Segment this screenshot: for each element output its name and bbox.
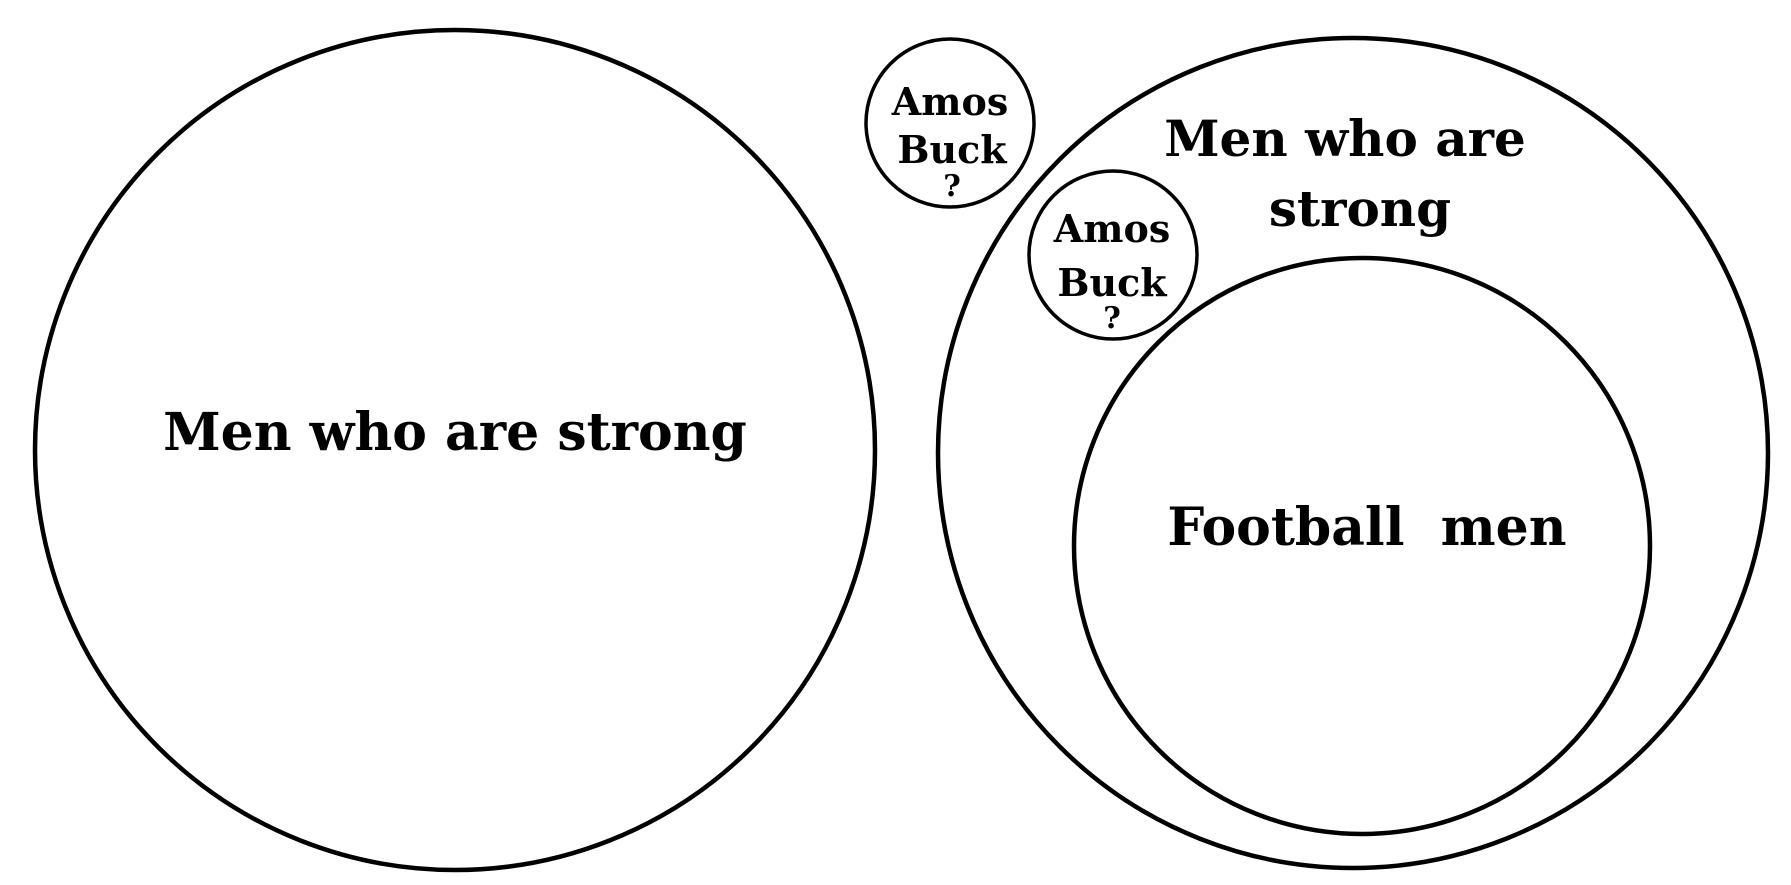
amos-buck-inside-line2: Buck bbox=[1057, 260, 1167, 305]
football-men-label: Football men bbox=[1167, 497, 1566, 558]
amos-buck-outside-line2: Buck bbox=[897, 127, 1007, 172]
football-men-circle bbox=[1071, 255, 1653, 837]
amos-buck-inside-mark: ? bbox=[1103, 301, 1121, 336]
right-diagram: Men who are strong Football men Amos Buc… bbox=[935, 35, 1771, 871]
amos-buck-inside-circle bbox=[1027, 169, 1199, 341]
strong-men-circle-left bbox=[32, 27, 878, 873]
amos-buck-outside-mark: ? bbox=[943, 169, 961, 204]
strong-men-label-left: Men who are strong bbox=[163, 402, 747, 463]
amos-buck-outside-line1: Amos bbox=[891, 79, 1008, 124]
amos-buck-inside-line1: Amos bbox=[1053, 206, 1170, 251]
strong-men-circle-right bbox=[935, 35, 1771, 871]
amos-buck-outside: Amos Buck ? bbox=[864, 37, 1036, 209]
strong-men-label-right-line1: Men who are bbox=[1164, 109, 1526, 168]
amos-buck-outside-circle bbox=[864, 37, 1036, 209]
left-diagram: Men who are strong bbox=[32, 27, 878, 873]
strong-men-label-right-line2: strong bbox=[1269, 179, 1451, 238]
